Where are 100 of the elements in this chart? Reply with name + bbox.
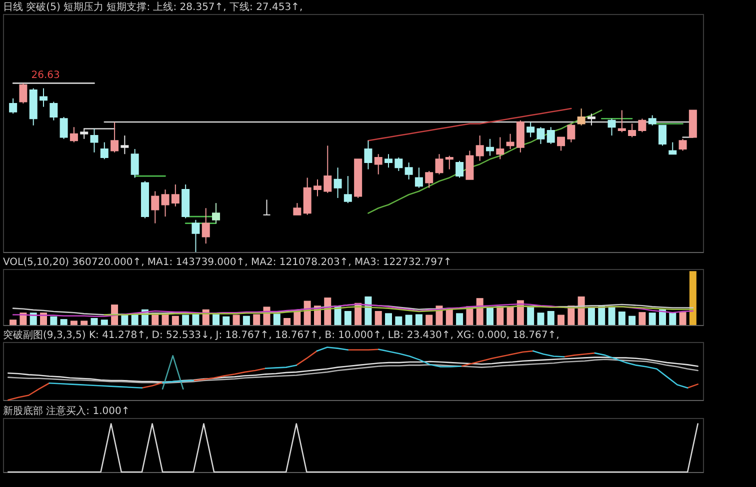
bar [547,311,554,325]
candlestick [151,190,160,224]
candlestick [425,170,434,188]
candlestick [608,118,616,136]
candlestick [618,110,626,133]
bar [294,310,301,325]
candlestick [435,154,444,175]
candlestick [546,126,555,144]
bar [232,314,240,325]
candlestick [587,113,596,126]
candlestick [9,98,18,114]
bar [10,320,17,325]
candlestick [192,219,200,252]
candlestick [19,82,28,104]
bar [415,314,422,325]
bar [50,316,58,325]
bar [537,312,544,325]
candlestick [466,150,474,180]
candlestick [668,142,677,155]
candlestick [212,202,220,224]
candlestick [60,116,68,140]
bar [212,314,220,325]
bar [374,311,382,325]
candlestick [638,118,646,133]
bar [192,314,200,325]
chart-title: 新股底部 注意买入: 1.000↑ [3,405,130,417]
candlestick [567,123,576,143]
bar [588,308,595,325]
candlestick [364,140,372,170]
candlestick [334,167,342,198]
candlestick [100,142,108,160]
candlestick [262,199,271,216]
candlestick [678,138,687,152]
candlestick [90,128,98,153]
bar [679,312,686,325]
candlestick [70,126,78,143]
candlestick [445,155,454,170]
bar [100,320,108,325]
bar [618,312,626,325]
candlestick [161,189,170,218]
bar [658,309,666,325]
candlestick [658,124,666,146]
bar [60,319,68,325]
bar [395,316,402,325]
candlestick [80,128,88,140]
candlestick [577,108,586,126]
candlestick [536,126,545,144]
candlestick [394,156,403,172]
bar [426,314,433,325]
candlestick [202,208,210,244]
bar [558,314,565,325]
candlestick [344,176,352,204]
candlestick [648,114,656,126]
candlestick [506,133,514,150]
candlestick [324,145,332,194]
bar [344,311,352,325]
bar [446,309,453,325]
bar [284,318,291,325]
candlestick [526,122,535,138]
bar [648,312,656,325]
bar [273,314,280,325]
bar [669,312,676,325]
candlestick [40,88,48,108]
bar [608,306,616,325]
bar [385,313,392,325]
bar [506,306,514,325]
candlestick [171,184,180,207]
candlestick [293,202,302,216]
bar [182,314,190,325]
candlestick [557,136,566,152]
bar [578,296,585,325]
candlestick [384,154,393,168]
bar [90,318,98,325]
bar [628,316,636,325]
chart-title: 日线 突破(5) 短期压力 短期支撑: 上线: 28.357↑, 下线: 27.453↑, [3,1,303,13]
bar [689,271,696,325]
bar [172,316,179,325]
candlestick [110,122,119,153]
bar [222,316,230,325]
candlestick [496,136,504,160]
bar [364,296,372,325]
chart-title: VOL(5,10,20) 360720.000↑, MA1: 143739.000↑, MA2: 121078.203↑, MA3: 122732.797↑ [3,257,452,268]
bar [638,312,646,325]
bar [456,313,464,325]
chart-title: 突破副图(9,3,3,5) K: 41.278↑, D: 52.533↓, J: 18.767↑, 18.767↑, B: 10.000↑, LB: 23.430↑, XG: 0.000, 18.767↑, [3,329,560,341]
bar [486,308,494,325]
bar [70,320,78,325]
candlestick [404,162,413,180]
bar [80,320,88,325]
candlestick [313,178,322,197]
bar [253,314,260,325]
candlestick [476,135,484,162]
text: 26.63 [31,70,60,82]
candlestick [130,148,139,178]
candlestick [456,160,464,178]
candlestick [486,138,494,156]
bar [405,314,412,325]
candlestick [120,135,129,155]
candlestick [414,167,423,188]
candlestick [50,101,58,121]
